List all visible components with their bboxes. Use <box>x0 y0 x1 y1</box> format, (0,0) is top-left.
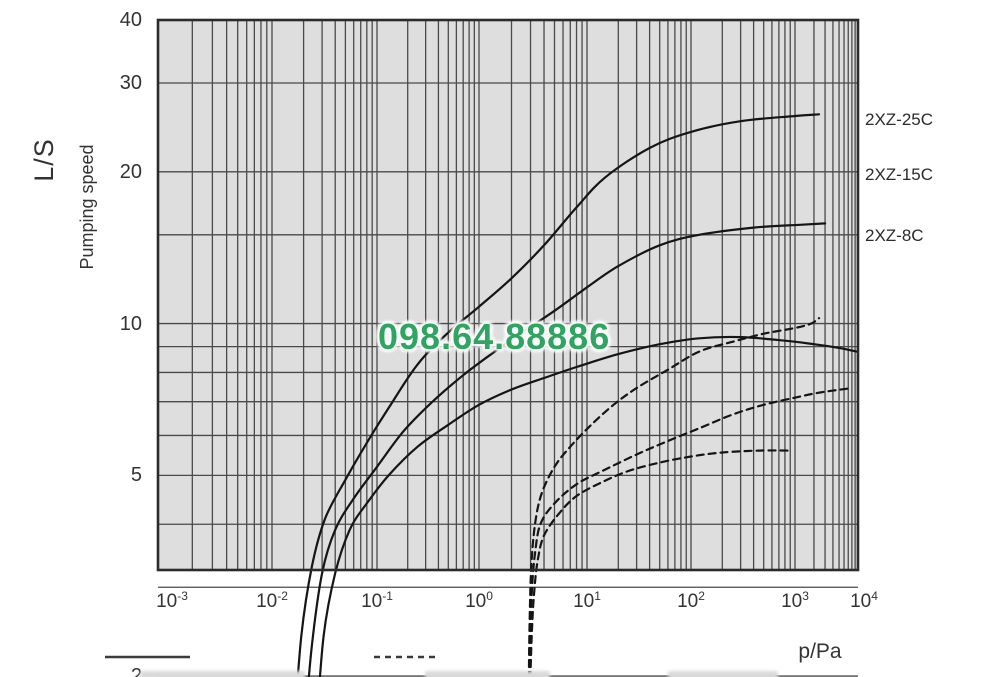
x-axis-title: p/Pa <box>798 640 842 663</box>
plot-area <box>158 20 858 570</box>
x-tick-exponent: 3 <box>802 589 809 603</box>
x-tick-base: 10 <box>781 591 803 612</box>
y-axis-title: Pumping speed <box>77 144 97 270</box>
cropped-text-artifact <box>668 671 778 677</box>
x-tick-base: 10 <box>361 591 383 612</box>
curve-label-2xz-15c: 2XZ-15C <box>865 165 934 184</box>
x-tick-label-10e-2: 10-2 <box>237 585 307 613</box>
x-tick-label-10e4: 104 <box>829 585 899 613</box>
x-tick-base: 10 <box>156 591 178 612</box>
x-tick-base: 10 <box>256 591 278 612</box>
cropped-text-artifact <box>140 671 305 677</box>
curve-2xz-15c-gas-ballast- <box>528 387 853 677</box>
x-tick-label-10e0: 100 <box>444 585 514 613</box>
y-tick-label-40: 40 <box>119 9 142 31</box>
curve-2xz-25c <box>296 113 821 677</box>
x-tick-exponent: 0 <box>486 589 493 603</box>
x-tick-label-10e2: 102 <box>656 585 726 613</box>
watermark-text: 098.64.88886 <box>378 316 611 357</box>
x-tick-exponent: 4 <box>871 589 878 603</box>
plot-background <box>158 20 858 570</box>
x-tick-exponent: -1 <box>382 589 393 603</box>
plot-border <box>156 18 860 572</box>
curve-2xz-25c-gas-ballast- <box>527 317 821 677</box>
curve-label-2xz-25c: 2XZ-25C <box>865 110 934 129</box>
curve-label-2xz-8c: 2XZ-8C <box>865 226 924 245</box>
y-tick-label-2: 2 <box>130 665 142 677</box>
x-tick-label-10e-3: 10-3 <box>137 585 207 613</box>
x-tick-base: 10 <box>850 591 872 612</box>
plot-border-rect <box>156 18 860 572</box>
x-tick-label-10e3: 103 <box>760 585 830 613</box>
curve-2xz-15c <box>307 222 827 677</box>
cropped-text-artifact <box>425 671 550 677</box>
x-tick-base: 10 <box>677 591 699 612</box>
curve-2xz-8c-gas-ballast- <box>529 449 792 677</box>
curve-2xz-8c <box>318 335 858 677</box>
y-tick-label-10: 10 <box>119 312 142 335</box>
y-tick-label-30: 30 <box>119 72 142 94</box>
x-tick-label-10e1: 101 <box>552 585 622 613</box>
x-tick-base: 10 <box>573 591 595 612</box>
x-tick-exponent: -3 <box>177 589 188 603</box>
x-tick-label-10e-1: 10-1 <box>342 585 412 613</box>
y-tick-label-5: 5 <box>130 464 142 487</box>
x-tick-exponent: 1 <box>594 589 601 603</box>
x-tick-base: 10 <box>465 591 487 612</box>
x-tick-exponent: 2 <box>698 589 705 603</box>
y-axis-unit-label: L/S <box>28 138 59 182</box>
x-tick-exponent: -2 <box>277 589 288 603</box>
y-tick-label-20: 20 <box>119 160 142 183</box>
curves <box>296 113 858 677</box>
